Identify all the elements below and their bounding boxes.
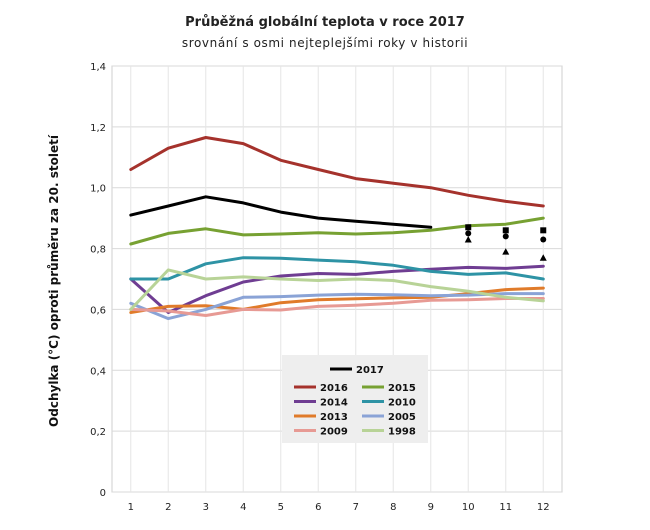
- x-tick-label: 6: [315, 502, 321, 513]
- legend-label-2005: 2005: [388, 412, 416, 423]
- y-tick-label: 1,4: [90, 62, 106, 73]
- y-tick-label: 1,0: [90, 184, 106, 195]
- x-tick-label: 9: [428, 502, 434, 513]
- circle-marker: [465, 230, 472, 237]
- series-line-2010: [129, 256, 545, 281]
- triangle-marker: [539, 254, 547, 261]
- legend-label-1998: 1998: [388, 427, 416, 438]
- x-tick-label: 8: [390, 502, 396, 513]
- series-line-1998: [129, 268, 545, 311]
- y-tick-label: 1,2: [90, 123, 106, 134]
- x-tick-label: 12: [537, 502, 550, 513]
- x-tick-label: 3: [203, 502, 209, 513]
- x-tick-label: 4: [240, 502, 246, 513]
- x-tick-label: 1: [128, 502, 134, 513]
- series-line-2014: [129, 264, 545, 314]
- x-tick-label: 11: [499, 502, 512, 513]
- triangle-marker: [502, 248, 510, 255]
- series-line-2005: [129, 292, 545, 321]
- legend-label-2016: 2016: [320, 383, 348, 394]
- circle-marker: [540, 236, 547, 243]
- legend-label-2015: 2015: [388, 383, 416, 394]
- legend-label-2017: 2017: [356, 365, 384, 376]
- y-tick-label: 0,8: [90, 245, 106, 256]
- x-tick-label: 2: [165, 502, 171, 513]
- triangle-marker: [464, 235, 472, 243]
- y-tick-label: 0,2: [90, 427, 106, 438]
- chart-title: Průběžná globální teplota v roce 2017: [185, 15, 465, 30]
- square-marker: [465, 224, 472, 231]
- chart-subtitle: srovnání s osmi nejteplejšími roky v his…: [181, 36, 469, 50]
- series-line-2015: [129, 216, 545, 246]
- circle-marker: [502, 233, 509, 240]
- legend-box: [282, 355, 428, 443]
- series-line-2009: [129, 297, 545, 317]
- square-marker: [540, 227, 547, 234]
- legend-label-2014: 2014: [320, 398, 348, 409]
- x-tick-label: 7: [353, 502, 359, 513]
- y-tick-label: 0,4: [90, 366, 106, 377]
- y-tick-label: 0,6: [90, 305, 106, 316]
- series-line-2017: [129, 195, 433, 229]
- y-tick-label: 0: [100, 488, 106, 499]
- legend-label-2010: 2010: [388, 398, 416, 409]
- x-tick-label: 10: [462, 502, 475, 513]
- legend-label-2009: 2009: [320, 427, 348, 438]
- square-marker: [502, 227, 509, 234]
- series-line-2016: [129, 136, 545, 208]
- legend-label-2013: 2013: [320, 412, 348, 423]
- y-axis-label: Odchylka (°C) oproti průměru za 20. stol…: [47, 134, 61, 427]
- x-tick-label: 5: [278, 502, 284, 513]
